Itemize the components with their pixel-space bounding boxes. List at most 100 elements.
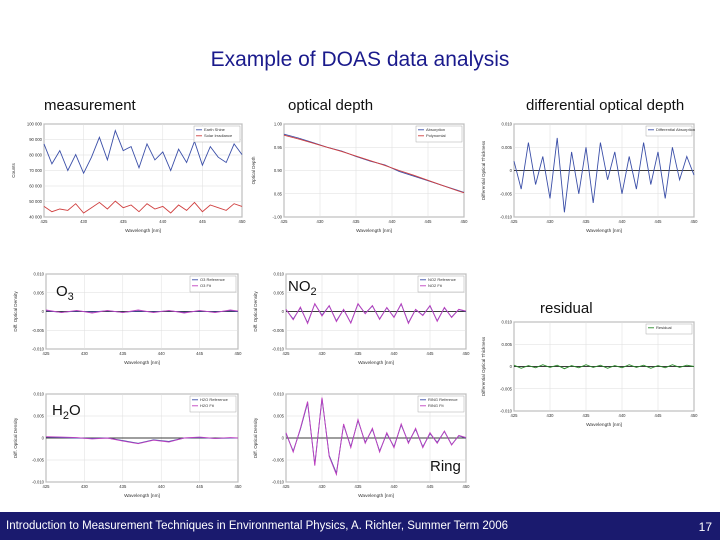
y-tick-label: 0.010 (502, 320, 513, 325)
x-tick-label: 450 (239, 219, 247, 224)
legend-entry: Differential Absorption (656, 127, 695, 132)
y-tick-label: 0.010 (274, 392, 285, 397)
y-tick-label: -0.010 (272, 347, 285, 352)
x-tick-label: 430 (319, 484, 327, 489)
series-line-1 (283, 134, 465, 194)
series-line-0 (513, 137, 695, 213)
x-tick-label: 445 (655, 413, 663, 418)
y-tick-label: -0.005 (272, 328, 285, 333)
legend-entry: Absorption (426, 127, 445, 132)
series-line-1 (45, 436, 239, 445)
y-tick-label: -0.010 (32, 480, 45, 485)
x-tick-label: 445 (425, 219, 433, 224)
y-tick-label: -0.005 (32, 328, 45, 333)
series-line-0 (43, 129, 243, 175)
x-tick-label: 430 (547, 219, 555, 224)
x-tick-label: 450 (691, 413, 699, 418)
legend-entry: RING Fit (428, 403, 444, 408)
x-tick-label: 430 (319, 351, 327, 356)
y-tick-label: 90 000 (29, 137, 42, 142)
chart-o3: 425 430 435 440 445 450 0.010 0.005 0 -0.005 -0.01… (13, 272, 242, 367)
x-tick-label: 435 (583, 413, 591, 418)
legend-entry: NO2 Fit (428, 283, 443, 288)
y-axis-label: Diff. Optical Density (13, 417, 18, 458)
y-tick-label: 0.005 (34, 414, 45, 419)
y-tick-label: -1.00 (272, 215, 282, 220)
y-axis-label: Optical Depth (251, 156, 256, 184)
y-tick-label: -0.010 (32, 347, 45, 352)
x-tick-label: 440 (158, 351, 166, 356)
y-axis-label: Diff. Optical Density (253, 417, 258, 458)
x-tick-label: 440 (391, 484, 399, 489)
series-line-1 (43, 200, 243, 214)
y-tick-label: -0.005 (500, 191, 513, 196)
x-tick-label: 425 (43, 484, 51, 489)
x-tick-label: 445 (427, 351, 435, 356)
label-optical-depth: optical depth (288, 97, 374, 114)
x-axis-label: Wavelength [nm] (358, 360, 394, 366)
chart-optical-depth: 425 430 435 440 445 450 1.00 0.95 0.90 0.85 -1.00 W… (251, 122, 468, 235)
y-tick-label: 0 (42, 309, 45, 314)
y-tick-label: 0.005 (274, 290, 285, 295)
x-tick-label: 435 (119, 351, 127, 356)
x-axis-label: Wavelength [nm] (586, 422, 622, 428)
legend-entry: RING Reference (428, 397, 458, 402)
x-tick-label: 445 (196, 484, 204, 489)
legend-entry: Earth Shine (204, 127, 226, 132)
y-tick-label: 0 (282, 436, 285, 441)
legend-box (189, 275, 237, 293)
label-o3: O3 (56, 283, 74, 303)
label-measurement: measurement (44, 97, 136, 114)
y-tick-label: 0.95 (274, 145, 283, 150)
y-tick-label: 0.010 (274, 272, 285, 277)
chart-residual: 425 430 435 440 445 450 0.010 0.005 0 -0.005 -0.01… (481, 320, 699, 429)
label-residual: residual (540, 300, 593, 317)
footer-text: Introduction to Measurement Techniques i… (6, 520, 508, 532)
x-axis-label: Wavelength [nm] (358, 493, 394, 499)
series-line-0 (513, 364, 695, 370)
y-axis-label: Diff. Optical Density (253, 291, 258, 332)
page-number: 17 (698, 520, 712, 534)
x-tick-label: 435 (583, 219, 591, 224)
y-tick-label: 100 000 (27, 122, 43, 127)
label-ring: Ring (430, 458, 461, 475)
x-tick-label: 440 (619, 219, 627, 224)
x-tick-label: 425 (511, 219, 519, 224)
y-tick-label: 0.005 (502, 145, 513, 150)
x-tick-label: 450 (235, 484, 243, 489)
x-tick-label: 425 (283, 484, 291, 489)
series-line-1 (285, 302, 467, 325)
x-tick-label: 430 (81, 484, 89, 489)
y-tick-label: 40 000 (29, 215, 42, 220)
y-tick-label: 0.005 (34, 290, 45, 295)
series-line-1 (45, 309, 239, 314)
label-no2: NO2 (288, 278, 317, 298)
x-tick-label: 450 (463, 484, 471, 489)
slide-title: Example of DOAS data analysis (210, 48, 510, 71)
x-tick-label: 435 (355, 351, 363, 356)
x-tick-label: 445 (655, 219, 663, 224)
x-tick-label: 425 (511, 413, 519, 418)
y-tick-label: -0.005 (500, 386, 513, 391)
x-tick-label: 440 (391, 351, 399, 356)
x-tick-label: 435 (353, 219, 361, 224)
y-tick-label: 0.010 (34, 392, 45, 397)
x-tick-label: 435 (355, 484, 363, 489)
legend-box (645, 125, 693, 137)
y-tick-label: 70 000 (29, 168, 42, 173)
legend-box (645, 323, 693, 335)
x-tick-label: 445 (199, 219, 207, 224)
x-tick-label: 445 (196, 351, 204, 356)
y-tick-label: -0.010 (500, 215, 513, 220)
y-tick-label: 0 (510, 168, 513, 173)
x-axis-label: Wavelength [nm] (586, 228, 622, 234)
y-tick-label: -0.010 (272, 480, 285, 485)
x-tick-label: 430 (80, 219, 88, 224)
y-tick-label: 60 000 (29, 184, 42, 189)
legend-entry: O3 Fit (200, 283, 212, 288)
x-tick-label: 430 (547, 413, 555, 418)
legend-box (193, 125, 241, 143)
y-tick-label: -0.010 (500, 409, 513, 414)
x-tick-label: 430 (317, 219, 325, 224)
x-tick-label: 425 (41, 219, 49, 224)
